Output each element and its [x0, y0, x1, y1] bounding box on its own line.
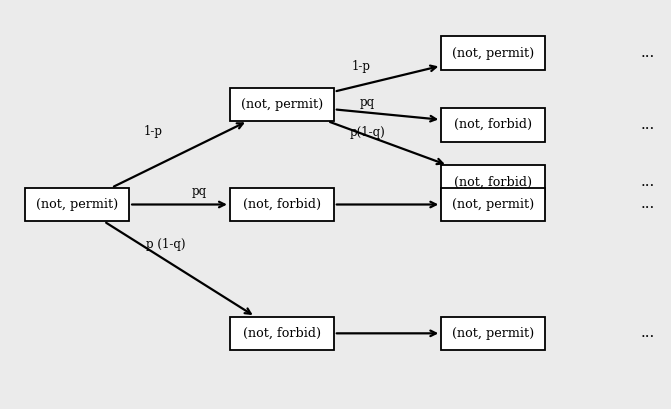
- Text: pq: pq: [192, 185, 207, 198]
- FancyBboxPatch shape: [229, 88, 333, 121]
- Text: (not, forbid): (not, forbid): [243, 327, 321, 340]
- Text: p(1-q): p(1-q): [350, 126, 385, 139]
- Text: (not, permit): (not, permit): [36, 198, 118, 211]
- Text: 1-p: 1-p: [143, 125, 162, 138]
- Text: pq: pq: [360, 96, 375, 109]
- Text: (not, permit): (not, permit): [452, 198, 534, 211]
- Text: ...: ...: [640, 118, 655, 132]
- FancyBboxPatch shape: [442, 108, 545, 142]
- FancyBboxPatch shape: [442, 188, 545, 221]
- FancyBboxPatch shape: [442, 317, 545, 350]
- Text: (not, permit): (not, permit): [452, 47, 534, 60]
- Text: (not, permit): (not, permit): [452, 327, 534, 340]
- FancyBboxPatch shape: [229, 317, 333, 350]
- Text: (not, forbid): (not, forbid): [243, 198, 321, 211]
- Text: (not, permit): (not, permit): [241, 98, 323, 111]
- Text: ...: ...: [640, 46, 655, 60]
- Text: p (1-q): p (1-q): [146, 238, 186, 250]
- FancyBboxPatch shape: [442, 36, 545, 70]
- Text: ...: ...: [640, 198, 655, 211]
- FancyBboxPatch shape: [25, 188, 129, 221]
- Text: (not, forbid): (not, forbid): [454, 175, 532, 189]
- Text: ...: ...: [640, 175, 655, 189]
- FancyBboxPatch shape: [229, 188, 333, 221]
- Text: (not, forbid): (not, forbid): [454, 118, 532, 131]
- Text: ...: ...: [640, 326, 655, 340]
- FancyBboxPatch shape: [442, 165, 545, 199]
- Text: 1-p: 1-p: [351, 60, 370, 72]
